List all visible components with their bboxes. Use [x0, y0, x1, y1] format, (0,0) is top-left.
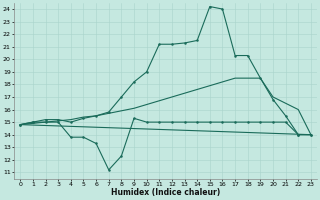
- X-axis label: Humidex (Indice chaleur): Humidex (Indice chaleur): [111, 188, 220, 197]
